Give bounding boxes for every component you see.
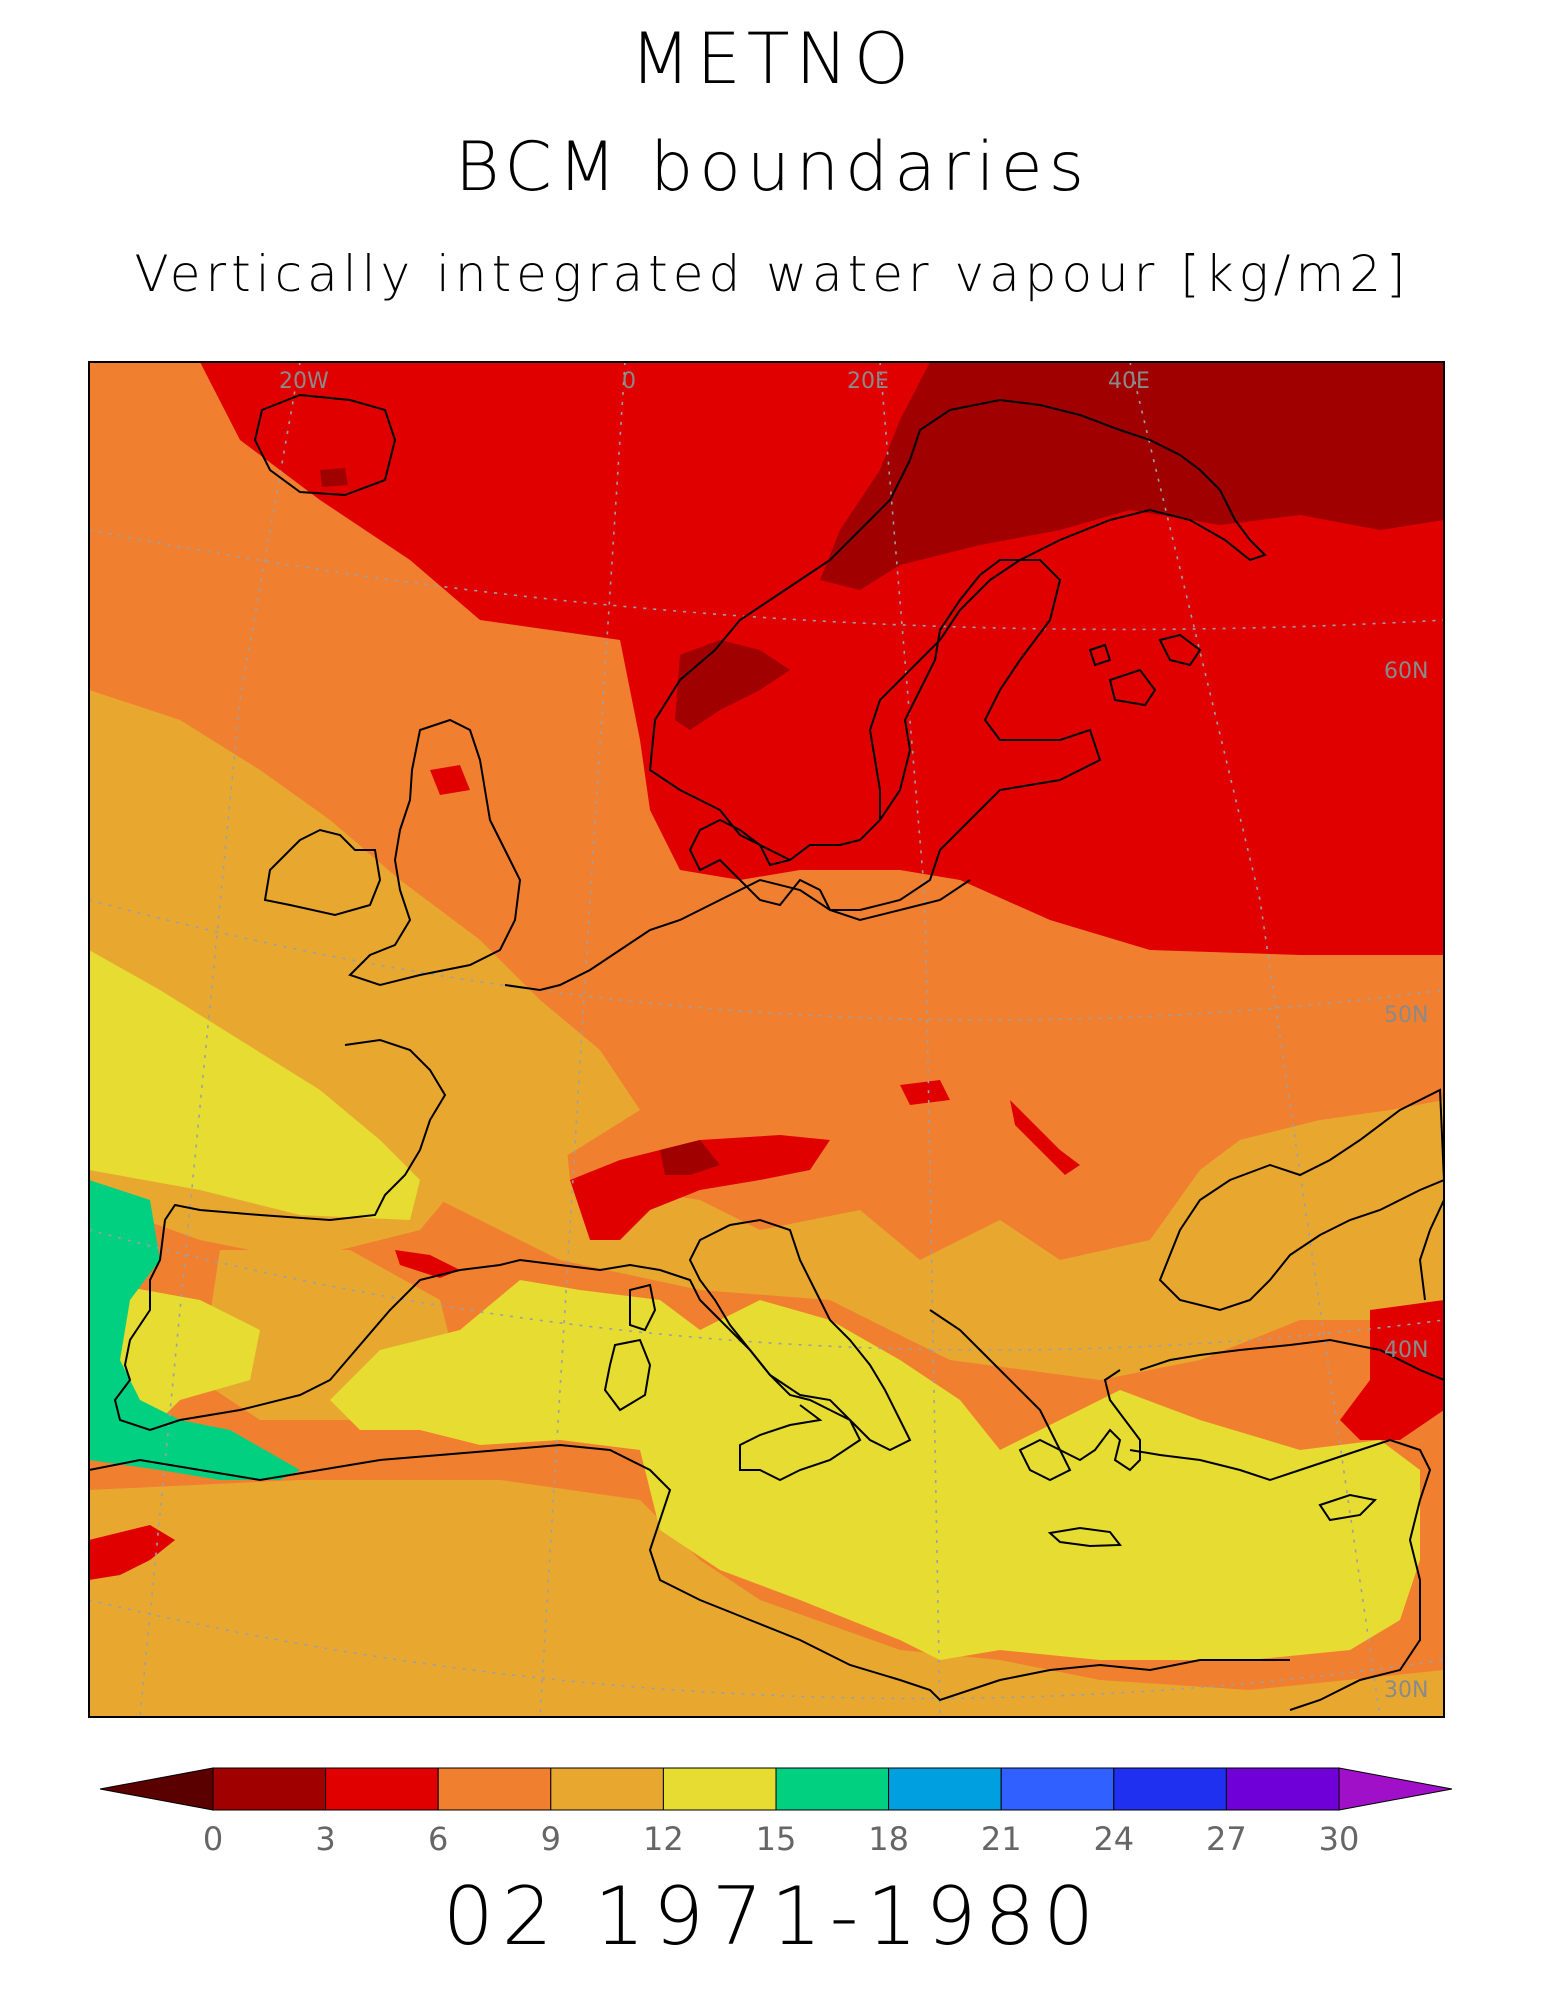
lat-label-40n: 40N	[1384, 1338, 1428, 1363]
colorbar-segment	[888, 1767, 1002, 1811]
map-frame	[88, 361, 1445, 1718]
colorbar-under-arrow	[99, 1767, 214, 1811]
map-title-experiment: BCM boundaries	[454, 128, 1090, 207]
lat-label-50n: 50N	[1384, 1003, 1428, 1028]
field-12to15-mediterranean	[330, 1280, 1420, 1660]
lon-label-0: 0	[622, 369, 636, 394]
field-lt3-arctic	[820, 362, 1444, 590]
lon-label-20e: 20E	[847, 369, 889, 394]
coastlines	[89, 393, 1444, 1711]
field-lt3-norway	[675, 640, 790, 730]
field-3to6-carpathians	[1010, 1100, 1080, 1175]
colorbar-segment	[662, 1767, 777, 1811]
colorbar-segment	[212, 1767, 327, 1811]
field-3to6-anatolia	[1340, 1300, 1444, 1440]
field-9to12-central	[380, 1000, 1444, 1380]
water-vapour-map: 20W 0 20E 40E 60N 50N 40N 30N 0 3 6 9 12 15 18…	[88, 361, 1453, 1858]
graticule	[89, 362, 1444, 1717]
lat-label-30n: 30N	[1384, 1678, 1428, 1703]
colorbar-tick-label: 15	[756, 1820, 797, 1858]
colorbar-segment	[1000, 1767, 1115, 1811]
colorbar-tick-label: 21	[981, 1820, 1022, 1858]
field-9to12-africa	[89, 1480, 1444, 1717]
colorbar-tick-label: 0	[203, 1820, 223, 1858]
colorbar-tick-label: 9	[541, 1820, 561, 1858]
field-3to6-alps	[570, 1135, 830, 1240]
colorbar-segment	[437, 1767, 552, 1811]
lon-label-40e: 40E	[1108, 369, 1150, 394]
colorbar-over-arrow	[1338, 1767, 1453, 1811]
colorbar-tick-label: 30	[1319, 1820, 1360, 1858]
map-title-variable: Vertically integrated water vapour [kg/m…	[134, 245, 1411, 303]
period-label: 02 1971-1980	[442, 1870, 1103, 1963]
colorbar-tick-label: 6	[428, 1820, 448, 1858]
lon-label-20w: 20W	[279, 369, 329, 394]
colorbar-tick-label: 12	[643, 1820, 684, 1858]
colorbar-segment	[775, 1767, 890, 1811]
colorbar-tick-label: 27	[1206, 1820, 1247, 1858]
lat-label-60n: 60N	[1384, 659, 1428, 684]
colorbar: 0 3 6 9 12 15 18 21 24 27 30	[99, 1767, 1453, 1858]
colorbar-segment	[325, 1767, 439, 1811]
field-layer	[89, 362, 1444, 1717]
colorbar-segment	[1113, 1767, 1227, 1811]
field-3to6-atlas	[89, 1525, 175, 1580]
colorbar-tick-label: 3	[315, 1820, 335, 1858]
colorbar-tick-label: 18	[868, 1820, 909, 1858]
field-15to18-portugal	[89, 1180, 300, 1480]
map-title-model: METNO	[630, 18, 915, 100]
colorbar-segment	[550, 1767, 664, 1811]
field-12to15-atlantic	[89, 950, 420, 1220]
colorbar-tick-label: 24	[1093, 1820, 1134, 1858]
colorbar-segment	[1225, 1767, 1340, 1811]
